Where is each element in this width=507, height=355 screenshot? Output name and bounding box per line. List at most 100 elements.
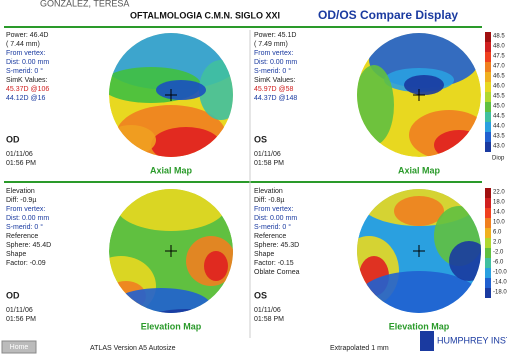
scale-label: 46.5	[493, 74, 505, 80]
info-line: Factor: -0.15	[254, 260, 294, 267]
scale-label: -14.0	[493, 280, 507, 286]
scale-label: 44.0	[493, 124, 505, 130]
info-line: Reference	[254, 233, 286, 240]
scale-label: 45.0	[493, 104, 505, 110]
scale-label: 48.5	[493, 34, 505, 40]
info-line: S-merid: 0 °	[6, 67, 43, 75]
info-line: From vertex:	[6, 50, 45, 57]
brand: HUMPHREY INSTRUMENTS	[437, 335, 507, 345]
info-line: Dist: 0.00 mm	[254, 59, 297, 66]
scale-swatch	[485, 288, 491, 298]
scale-swatch	[485, 198, 491, 208]
clinic-name: OFTALMOLOGIA C.M.N. SIGLO XXI	[130, 10, 280, 20]
brand-logo	[420, 331, 434, 351]
info-line: Diff: -0.9µ	[6, 197, 36, 204]
exam-date: 01/11/06	[254, 151, 281, 158]
info-line: Dist: 0.00 mm	[254, 215, 297, 222]
info-line: Shape	[6, 251, 26, 258]
topography-map	[109, 33, 233, 157]
scale-swatch	[485, 258, 491, 268]
map-zone	[111, 288, 211, 313]
scale-swatch	[485, 132, 491, 142]
map-title: Axial Map	[150, 165, 193, 175]
scale-swatch	[485, 248, 491, 258]
info-line: Sphere: 45.4D	[6, 242, 51, 249]
info-line: 44.37D @148	[254, 95, 297, 102]
scale-swatch	[485, 42, 491, 52]
info-line: ( 7.44 mm)	[6, 41, 40, 48]
scale-swatch	[485, 82, 491, 92]
exam-time: 01:58 PM	[254, 316, 284, 323]
map-title: Elevation Map	[141, 321, 202, 331]
scale-label: 14.0	[493, 210, 505, 216]
scale-swatch	[485, 62, 491, 72]
scale-label: 47.5	[493, 54, 505, 60]
info-line: SimK Values:	[254, 77, 296, 84]
scale-label: 45.5	[493, 94, 505, 100]
map-zone	[394, 196, 444, 226]
info-line: Elevation	[254, 188, 283, 195]
info-line: Sphere: 45.3D	[254, 242, 299, 249]
exam-date: 01/11/06	[6, 307, 33, 314]
scale-label: 18.0	[493, 200, 505, 206]
extrapolated: Extrapolated 1 mm	[330, 345, 389, 352]
scale-swatch	[485, 238, 491, 248]
info-line: Reference	[6, 233, 38, 240]
home-button[interactable]	[1, 340, 37, 354]
scale-swatch	[485, 52, 491, 62]
patient-name: GONZALEZ, TERESA	[40, 0, 129, 8]
info-line: 45.37D @106	[6, 86, 49, 93]
scale-label: 2.0	[493, 240, 502, 246]
eye-label: OS	[254, 134, 267, 144]
eye-label: OD	[6, 290, 20, 300]
scale-swatch	[485, 102, 491, 112]
scale-swatch	[485, 268, 491, 278]
scale-swatch	[485, 218, 491, 228]
scale-label: 43.5	[493, 134, 505, 140]
map-zone	[204, 251, 228, 281]
info-line: Factor: -0.09	[6, 260, 46, 267]
scale-swatch	[485, 228, 491, 238]
info-line: Dist: 0.00 mm	[6, 59, 49, 66]
info-line: SimK Values:	[6, 77, 48, 84]
exam-time: 01:58 PM	[254, 160, 284, 167]
info-line: Dist: 0.00 mm	[6, 215, 49, 222]
info-line: Elevation	[6, 188, 35, 195]
eye-label: OD	[6, 134, 20, 144]
eye-label: OS	[254, 290, 267, 300]
info-line: Power: 46.4D	[6, 32, 48, 39]
scale-swatch	[485, 112, 491, 122]
scale-swatch	[485, 208, 491, 218]
info-line: From vertex:	[254, 50, 293, 57]
exam-time: 01:56 PM	[6, 316, 36, 323]
scale-unit: Diop	[492, 156, 505, 162]
exam-date: 01/11/06	[6, 151, 33, 158]
scale-swatch	[485, 122, 491, 132]
scale-label: 22.0	[493, 190, 505, 196]
scale-label: 47.0	[493, 64, 505, 70]
scale-swatch	[485, 32, 491, 42]
scale-swatch	[485, 92, 491, 102]
info-line: 44.12D @16	[6, 95, 46, 102]
scale-label: 43.0	[493, 144, 505, 150]
map-title: Elevation Map	[389, 321, 450, 331]
scale-label: 10.0	[493, 220, 505, 226]
map-zone	[156, 80, 206, 100]
display-title: OD/OS Compare Display	[318, 8, 458, 22]
info-line: ( 7.49 mm)	[254, 41, 288, 48]
scale-swatch	[485, 278, 491, 288]
scale-label: 44.5	[493, 114, 505, 120]
home-label[interactable]: Home	[10, 344, 29, 351]
info-line: From vertex:	[6, 206, 45, 213]
scale-swatch	[485, 142, 491, 152]
scale-swatch	[485, 72, 491, 82]
scale-label: 6.0	[493, 230, 502, 236]
info-line: Shape	[254, 251, 274, 258]
info-line: Power: 45.1D	[254, 32, 296, 39]
exam-time: 01:56 PM	[6, 160, 36, 167]
scale-label: 46.0	[493, 84, 505, 90]
scale-label: -10.0	[493, 270, 507, 276]
map-zone	[404, 75, 444, 95]
info-line: Diff: -0.8µ	[254, 197, 284, 204]
